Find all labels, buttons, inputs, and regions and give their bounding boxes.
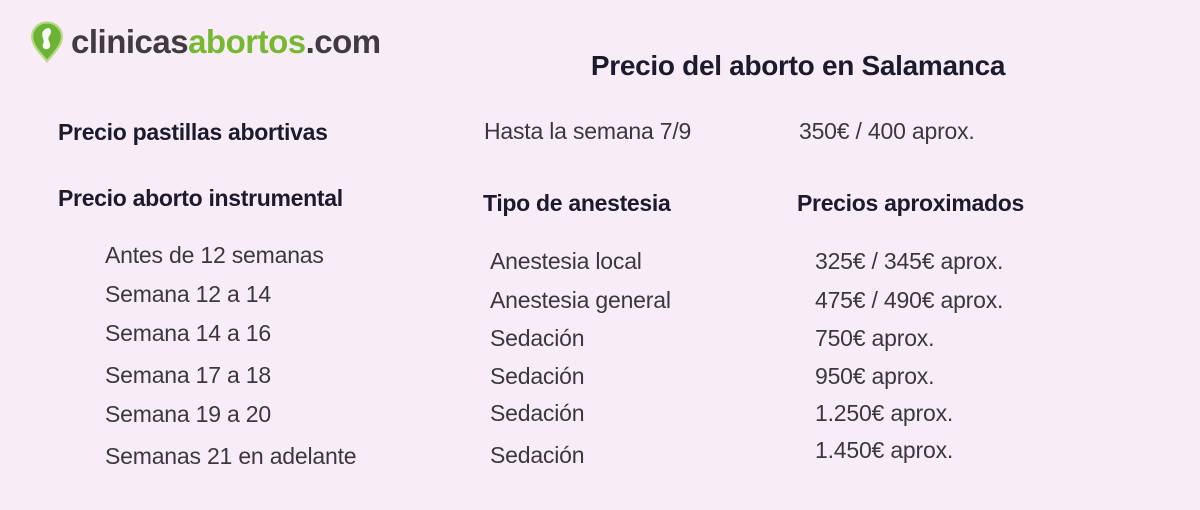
price-value: 1.250€ aprox. xyxy=(815,400,954,426)
week-label: Semana 12 a 14 xyxy=(105,281,271,307)
map-pin-icon xyxy=(31,21,63,63)
instrumental-section-label: Precio aborto instrumental xyxy=(58,185,343,211)
anesthesia-label: Anestesia general xyxy=(490,287,671,313)
price-value: 475€ / 490€ aprox. xyxy=(815,287,1004,313)
pills-weeks-label: Hasta la semana 7/9 xyxy=(484,118,692,144)
prices-column-header: Precios aproximados xyxy=(797,190,1024,216)
anesthesia-label: Sedación xyxy=(490,442,585,468)
logo-suffix: .com xyxy=(305,23,382,60)
logo-highlight: abortos xyxy=(188,23,306,60)
price-value: 1.450€ aprox. xyxy=(815,437,954,463)
price-value: 750€ aprox. xyxy=(815,325,935,351)
anesthesia-label: Sedación xyxy=(490,325,585,351)
price-value: 325€ / 345€ aprox. xyxy=(815,248,1004,274)
logo-wordmark: clinicasabortos.com xyxy=(71,23,381,61)
logo-prefix: clinicas xyxy=(71,23,189,60)
pills-section-label: Precio pastillas abortivas xyxy=(58,119,328,145)
week-label: Semana 19 a 20 xyxy=(105,401,271,427)
week-label: Semanas 21 en adelante xyxy=(105,443,357,469)
week-label: Semana 17 a 18 xyxy=(105,362,271,388)
week-label: Semana 14 a 16 xyxy=(105,320,271,346)
pills-price-value: 350€ / 400 aprox. xyxy=(799,118,975,144)
week-label: Antes de 12 semanas xyxy=(105,242,324,268)
page-title: Precio del aborto en Salamanca xyxy=(590,49,1006,81)
price-value: 950€ aprox. xyxy=(815,363,935,389)
anesthesia-label: Sedación xyxy=(490,400,585,426)
anesthesia-column-header: Tipo de anestesia xyxy=(483,190,671,216)
anesthesia-label: Anestesia local xyxy=(490,248,642,274)
site-logo[interactable]: clinicasabortos.com xyxy=(30,20,381,64)
anesthesia-label: Sedación xyxy=(490,363,585,389)
